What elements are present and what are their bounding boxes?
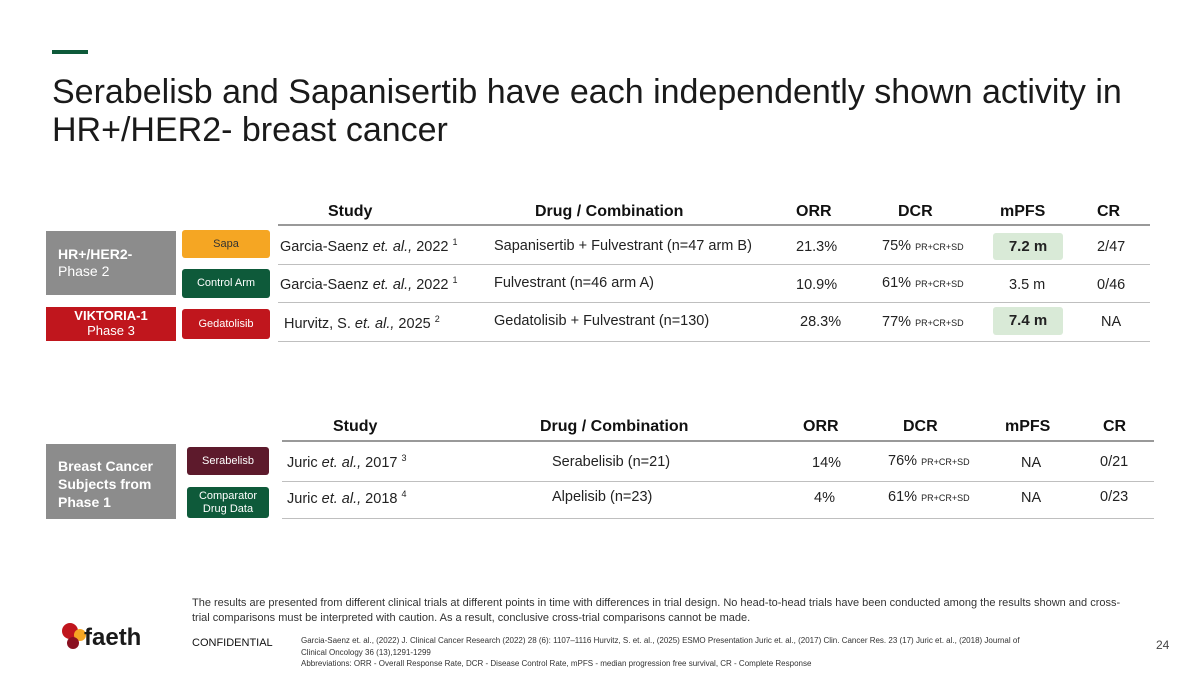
header-rule	[278, 224, 1150, 226]
header-mpfs: mPFS	[1005, 418, 1051, 435]
table-row-1-orr: 21.3%	[796, 239, 838, 255]
row-divider	[278, 341, 1150, 342]
group-label-line2: Phase 3	[87, 323, 135, 338]
table-row-3-mpfs: 7.4 m	[993, 307, 1063, 335]
table-row-1-drug: Sapanisertib + Fulvestrant (n=47 arm B)	[494, 238, 752, 254]
header-orr: ORR	[803, 418, 839, 435]
faeth-logo-text: faeth	[84, 624, 142, 651]
table-row-3-cr: NA	[1101, 314, 1122, 330]
row-divider	[282, 481, 1154, 482]
tag-gedatolisib: Gedatolisib	[182, 309, 270, 339]
header-drug: Drug / Combination	[535, 203, 684, 220]
header-cr: CR	[1103, 418, 1127, 435]
table-row-2-dcr: 61% PR+CR+SD	[882, 275, 964, 291]
title-accent-bar	[52, 50, 88, 54]
references-line1: Garcia-Saenz et. al., (2022) J. Clinical…	[301, 636, 1020, 645]
table-row-2-study: Juric et. al., 2018 4	[287, 489, 407, 507]
table-row-1-mpfs: NA	[1021, 455, 1042, 471]
table-row-2-dcr: 61% PR+CR+SD	[888, 489, 970, 505]
table-row-3-dcr: 77% PR+CR+SD	[882, 314, 964, 330]
table-row-1-cr: 2/47	[1097, 239, 1126, 255]
header-dcr: DCR	[898, 203, 933, 220]
references-line2: Clinical Oncology 36 (13),1291-1299	[301, 648, 431, 657]
table-row-2-study: Garcia-Saenz et. al., 2022 1	[280, 275, 458, 293]
row-divider	[278, 264, 1150, 265]
tag-control-arm: Control Arm	[182, 269, 270, 298]
tag-line1: Comparator	[198, 489, 258, 502]
abbreviations: Abbreviations: ORR - Overall Response Ra…	[301, 659, 812, 668]
table-row-2-cr: 0/46	[1097, 277, 1126, 293]
faeth-logo-icon	[60, 622, 90, 650]
table-row-2-drug: Alpelisib (n=23)	[552, 489, 653, 505]
table-row-3-orr: 28.3%	[800, 314, 842, 330]
tag-comparator-drug-data: Comparator Drug Data	[187, 487, 269, 518]
header-study: Study	[328, 203, 373, 220]
references: Garcia-Saenz et. al., (2022) J. Clinical…	[301, 635, 1081, 659]
group-label-line1: Breast Cancer	[58, 458, 153, 474]
table-row-1-dcr: 76% PR+CR+SD	[888, 453, 970, 469]
group-label-line1: VIKTORIA-1	[74, 308, 148, 323]
group-label-line1: HR+/HER2-	[58, 246, 133, 262]
disclaimer: The results are presented from different…	[192, 597, 1121, 624]
group-label-line2: Subjects from	[58, 476, 152, 492]
group-hr-her2-phase2: HR+/HER2- Phase 2	[46, 231, 176, 295]
row-divider	[278, 302, 1150, 303]
group-label-line2: Phase 2	[58, 263, 110, 279]
table-row-3-study: Hurvitz, S. et. al., 2025 2	[284, 314, 440, 332]
row-divider	[282, 518, 1154, 519]
table-row-1-cr: 0/21	[1100, 454, 1129, 470]
table-row-1-drug: Serabelisib (n=21)	[552, 454, 671, 470]
tag-sapa: Sapa	[182, 230, 270, 258]
header-orr: ORR	[796, 203, 832, 220]
confidential-label: CONFIDENTIAL	[192, 637, 273, 649]
table-row-1-orr: 14%	[812, 455, 842, 471]
table-row-2-drug: Fulvestrant (n=46 arm A)	[494, 275, 654, 291]
table-row-2-orr: 10.9%	[796, 277, 838, 293]
header-study: Study	[333, 418, 378, 435]
table-row-3-drug: Gedatolisib + Fulvestrant (n=130)	[494, 313, 710, 329]
group-viktoria-1: VIKTORIA-1 Phase 3	[46, 307, 176, 341]
header-rule	[282, 440, 1154, 442]
table-row-1-dcr: 75% PR+CR+SD	[882, 238, 964, 254]
header-dcr: DCR	[903, 418, 938, 435]
header-drug: Drug / Combination	[540, 418, 689, 435]
table-row-1-study: Garcia-Saenz et. al., 2022 1	[280, 237, 458, 255]
table-row-2-orr: 4%	[814, 490, 835, 506]
table-row-2-cr: 0/23	[1100, 489, 1129, 505]
group-breast-cancer-phase1: Breast Cancer Subjects from Phase 1	[46, 444, 176, 519]
header-cr: CR	[1097, 203, 1121, 220]
table-row-1-mpfs: 7.2 m	[993, 233, 1063, 260]
tag-serabelisib: Serabelisb	[187, 447, 269, 475]
header-mpfs: mPFS	[1000, 203, 1046, 220]
group-label-line3: Phase 1	[58, 494, 111, 510]
table-row-2-mpfs: 3.5 m	[1009, 277, 1046, 293]
tag-line2: Drug Data	[202, 502, 254, 515]
slide-title: Serabelisb and Sapanisertib have each in…	[52, 73, 1122, 149]
table-row-2-mpfs: NA	[1021, 490, 1042, 506]
table-row-1-study: Juric et. al., 2017 3	[287, 453, 407, 471]
page-number: 24	[1156, 638, 1170, 652]
